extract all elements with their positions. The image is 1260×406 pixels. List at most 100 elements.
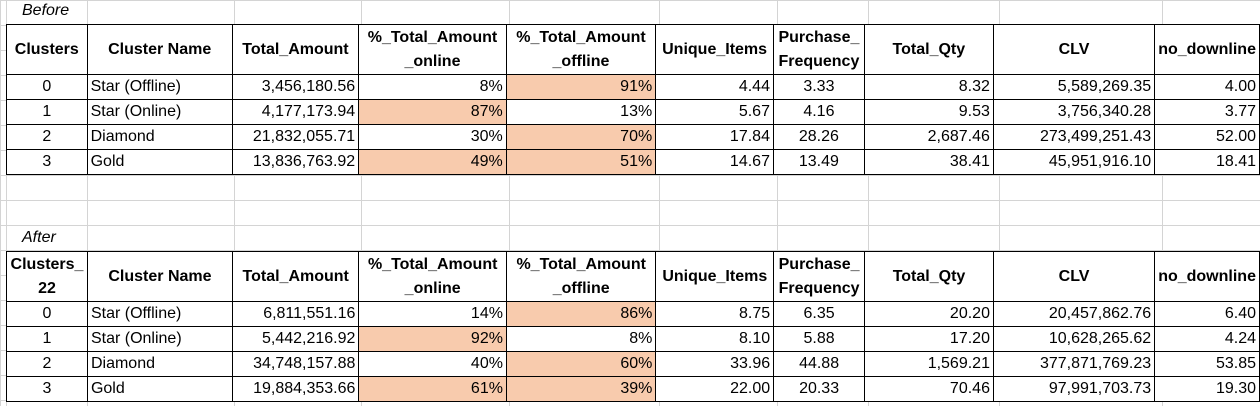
pct-offline-header[interactable]: %_Total_Amount _offline	[505, 24, 657, 75]
pct-online-cell[interactable]: 87%	[358, 99, 507, 125]
pct-offline-cell[interactable]: 8%	[505, 326, 657, 352]
clv-cell[interactable]: 97,991,703.73	[992, 376, 1156, 402]
total-qty-cell[interactable]: 20.20	[864, 301, 994, 327]
total-qty-header[interactable]: Total_Qty	[864, 251, 994, 302]
clv-cell[interactable]: 20,457,862.76	[992, 301, 1156, 327]
total-amount-cell[interactable]: 4,177,173.94	[231, 99, 360, 125]
clv-cell[interactable]: 3,756,340.28	[992, 99, 1156, 125]
pct-offline-header[interactable]: %_Total_Amount _offline	[505, 251, 657, 302]
no-downline-cell[interactable]: 4.00	[1154, 74, 1260, 100]
cluster-cell[interactable]: 1	[6, 326, 88, 352]
total-qty-cell[interactable]: 9.53	[863, 99, 994, 125]
no-downline-header[interactable]: no_downline	[1154, 251, 1260, 302]
purchase-frequency-cell[interactable]: 28.26	[772, 124, 865, 150]
clv-header[interactable]: CLV	[992, 251, 1156, 302]
pct-online-header[interactable]: %_Total_Amount _online	[358, 24, 507, 75]
clv-cell[interactable]: 5,589,269.35	[992, 74, 1156, 100]
name-cell[interactable]: Star (Offline)	[86, 301, 233, 327]
total-amount-header[interactable]: Total_Amount	[231, 251, 360, 302]
pct-online-cell[interactable]: 8%	[358, 74, 507, 100]
pct-online-cell[interactable]: 14%	[358, 301, 507, 327]
purchase-frequency-cell[interactable]: 5.88	[773, 326, 866, 352]
total-amount-cell[interactable]: 5,442,216.92	[231, 326, 360, 352]
clv-header[interactable]: CLV	[992, 24, 1156, 75]
cluster-cell[interactable]: 1	[6, 99, 88, 125]
name-cell[interactable]: Star (Offline)	[86, 74, 233, 100]
clv-cell[interactable]: 377,871,769.23	[992, 351, 1156, 377]
total-amount-cell[interactable]: 6,811,551.16	[231, 301, 360, 327]
total-amount-cell[interactable]: 21,832,055.71	[231, 124, 360, 150]
no-downline-cell[interactable]: 6.40	[1154, 301, 1260, 327]
no-downline-cell[interactable]: 52.00	[1154, 124, 1260, 150]
before-caption[interactable]: Before	[22, 2, 70, 19]
cluster-cell[interactable]: 2	[6, 351, 88, 377]
purchase-frequency-cell[interactable]: 44.88	[773, 351, 866, 377]
total-qty-cell[interactable]: 70.46	[864, 376, 994, 402]
cluster-cell[interactable]: 2	[6, 124, 88, 150]
cluster-name-header[interactable]: Cluster Name	[86, 24, 233, 75]
pct-offline-cell[interactable]: 51%	[505, 149, 657, 175]
pct-online-cell[interactable]: 30%	[358, 124, 507, 150]
cluster-cell[interactable]: 0	[6, 74, 88, 100]
clusters-header[interactable]: Clusters_ 22	[6, 251, 88, 302]
total-qty-cell[interactable]: 38.41	[863, 149, 994, 175]
total-qty-cell[interactable]: 8.32	[863, 74, 994, 100]
total-amount-cell[interactable]: 19,884,353.66	[231, 376, 360, 402]
clv-cell[interactable]: 273,499,251.43	[992, 124, 1156, 150]
clusters-header[interactable]: Clusters	[6, 24, 88, 75]
name-cell[interactable]: Diamond	[86, 124, 233, 150]
pct-offline-cell[interactable]: 60%	[505, 351, 657, 377]
name-cell[interactable]: Gold	[86, 376, 233, 402]
unique-items-cell[interactable]: 4.44	[655, 74, 774, 100]
pct-online-cell[interactable]: 40%	[358, 351, 507, 377]
cluster-cell[interactable]: 0	[6, 301, 88, 327]
unique-items-header[interactable]: Unique_Items	[655, 251, 775, 302]
cluster-cell[interactable]: 3	[6, 376, 88, 402]
after-caption[interactable]: After	[22, 229, 56, 246]
pct-offline-cell[interactable]: 13%	[505, 99, 657, 125]
name-cell[interactable]: Star (Online)	[86, 326, 233, 352]
name-cell[interactable]: Diamond	[86, 351, 233, 377]
unique-items-cell[interactable]: 33.96	[655, 351, 775, 377]
pct-online-cell[interactable]: 92%	[358, 326, 507, 352]
no-downline-cell[interactable]: 3.77	[1154, 99, 1260, 125]
pct-offline-cell[interactable]: 86%	[505, 301, 657, 327]
purchase-frequency-cell[interactable]: 3.33	[772, 74, 865, 100]
total-qty-cell[interactable]: 1,569.21	[864, 351, 994, 377]
unique-items-cell[interactable]: 8.75	[655, 301, 775, 327]
total-amount-header[interactable]: Total_Amount	[231, 24, 360, 75]
pct-offline-cell[interactable]: 70%	[505, 124, 657, 150]
no-downline-cell[interactable]: 4.24	[1154, 326, 1260, 352]
clv-cell[interactable]: 10,628,265.62	[992, 326, 1156, 352]
pct-offline-cell[interactable]: 91%	[505, 74, 657, 100]
total-qty-cell[interactable]: 2,687.46	[863, 124, 994, 150]
unique-items-header[interactable]: Unique_Items	[655, 24, 774, 75]
purchase-frequency-cell[interactable]: 6.35	[773, 301, 866, 327]
purchase-frequency-cell[interactable]: 20.33	[773, 376, 866, 402]
pct-offline-cell[interactable]: 39%	[505, 376, 657, 402]
purchase-frequency-cell[interactable]: 13.49	[772, 149, 865, 175]
clv-cell[interactable]: 45,951,916.10	[992, 149, 1156, 175]
purchase-frequency-header[interactable]: Purchase_ Frequency	[773, 251, 866, 302]
pct-online-header[interactable]: %_Total_Amount _online	[358, 251, 507, 302]
no-downline-header[interactable]: no_downline	[1154, 24, 1260, 75]
pct-online-cell[interactable]: 49%	[358, 149, 507, 175]
unique-items-cell[interactable]: 8.10	[655, 326, 775, 352]
no-downline-cell[interactable]: 53.85	[1154, 351, 1260, 377]
no-downline-cell[interactable]: 18.41	[1154, 149, 1260, 175]
name-cell[interactable]: Gold	[86, 149, 233, 175]
unique-items-cell[interactable]: 17.84	[655, 124, 774, 150]
unique-items-cell[interactable]: 5.67	[655, 99, 774, 125]
total-amount-cell[interactable]: 13,836,763.92	[231, 149, 360, 175]
no-downline-cell[interactable]: 19.30	[1154, 376, 1260, 402]
unique-items-cell[interactable]: 22.00	[655, 376, 775, 402]
purchase-frequency-header[interactable]: Purchase_ Frequency	[772, 24, 865, 75]
cluster-name-header[interactable]: Cluster Name	[86, 251, 233, 302]
cluster-cell[interactable]: 3	[6, 149, 88, 175]
purchase-frequency-cell[interactable]: 4.16	[772, 99, 865, 125]
total-qty-header[interactable]: Total_Qty	[863, 24, 994, 75]
name-cell[interactable]: Star (Online)	[86, 99, 233, 125]
pct-online-cell[interactable]: 61%	[358, 376, 507, 402]
unique-items-cell[interactable]: 14.67	[655, 149, 774, 175]
total-amount-cell[interactable]: 3,456,180.56	[231, 74, 360, 100]
